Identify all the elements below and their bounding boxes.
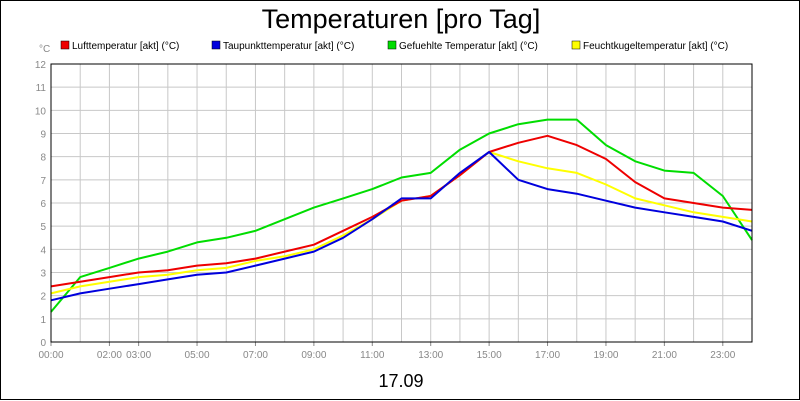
taupunkttemperatur-line: [50, 151, 753, 302]
legend-item-taupunkt: Taupunkttemperatur [akt] (°C): [211, 40, 354, 52]
grid-lines: [51, 64, 752, 342]
plot-border: [50, 63, 753, 343]
legend-swatch-taupunkt: [211, 40, 221, 50]
legend-item-feuchtkugel: Feuchtkugeltemperatur [akt] (°C): [571, 40, 728, 52]
y-unit-label: °C: [39, 44, 50, 55]
y-tick-label: 3: [40, 269, 46, 280]
x-tick-label: 21:00: [652, 350, 677, 361]
y-tick-label: 8: [40, 153, 46, 164]
y-tick-label: 7: [40, 176, 46, 187]
y-tick-label: 0: [40, 338, 46, 349]
x-tick-label: 23:00: [710, 350, 735, 361]
x-tick-label: 09:00: [301, 350, 326, 361]
x-tick-label: 15:00: [477, 350, 502, 361]
y-tick-label: 9: [40, 130, 46, 141]
y-tick-label: 1: [40, 315, 46, 326]
date-label: 17.09: [378, 371, 423, 391]
x-tick-label: 02:00: [97, 350, 122, 361]
legend-label-luft: Lufttemperatur [akt] (°C): [72, 41, 179, 52]
legend-item-luft: Lufttemperatur [akt] (°C): [60, 40, 179, 52]
legend-item-gefuehlt: Gefuehlte Temperatur [akt] (°C): [387, 40, 538, 52]
x-tick-label: 07:00: [243, 350, 268, 361]
x-tick-label: 05:00: [185, 350, 210, 361]
lufttemperatur-line: [50, 134, 753, 288]
y-tick-label: 10: [35, 106, 47, 117]
y-tick-label: 11: [36, 83, 47, 94]
gefuehlte-temperatur-line: [50, 118, 753, 313]
y-tick-label: 4: [40, 245, 46, 256]
x-tick-label: 00:00: [38, 350, 63, 361]
y-tick-label: 6: [40, 199, 46, 210]
x-tick-label: 13:00: [418, 350, 443, 361]
x-tick-label: 03:00: [126, 350, 151, 361]
y-tick-label: 2: [40, 292, 46, 303]
legend-swatch-feuchtkugel: [571, 40, 581, 50]
y-tick-label: 12: [35, 60, 47, 71]
legend-label-taupunkt: Taupunkttemperatur [akt] (°C): [223, 41, 354, 52]
x-tick-label: 11:00: [360, 350, 385, 361]
x-tick-label: 17:00: [535, 350, 560, 361]
x-tick-label: 19:00: [593, 350, 618, 361]
y-tick-label: 5: [40, 222, 46, 233]
legend-label-feuchtkugel: Feuchtkugeltemperatur [akt] (°C): [583, 41, 728, 52]
legend-swatch-gefuehlt: [387, 40, 397, 50]
legend: Lufttemperatur [akt] (°C) Taupunkttemper…: [60, 40, 728, 52]
legend-label-gefuehlt: Gefuehlte Temperatur [akt] (°C): [399, 41, 538, 52]
x-axis-ticks: 00:00 02:00 03:00 05:00 07:00 09:00 11:00 13:00…: [38, 342, 736, 361]
chart-title: Temperaturen [pro Tag]: [262, 4, 541, 34]
legend-swatch-luft: [60, 40, 70, 50]
series-lines: [50, 118, 753, 313]
